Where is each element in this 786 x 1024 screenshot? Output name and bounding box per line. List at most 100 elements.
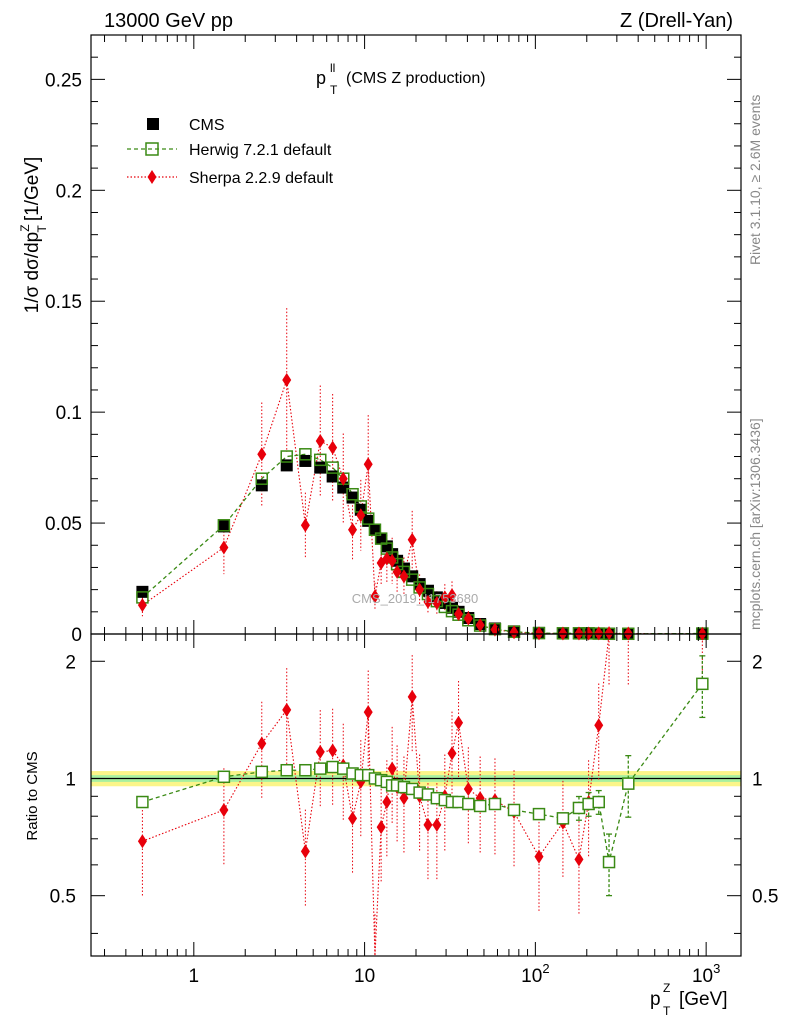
plot-title-symbol: p: [316, 68, 326, 88]
ratio-ytick-label-left: 1: [65, 769, 76, 790]
herwig-ratio-point: [696, 677, 709, 691]
main-ylabel: 1/σ dσ/dpZ T[1/GeV]: [18, 157, 49, 314]
herwig-ratio-point: [462, 797, 475, 811]
sherpa-point: [315, 433, 325, 448]
sherpa-point: [454, 607, 464, 622]
cms-point: [280, 459, 293, 472]
cms-point: [217, 520, 230, 533]
herwig-point: [346, 487, 359, 501]
main-ytick-label: 0.25: [45, 70, 82, 91]
sherpa-ratio-point: [432, 817, 442, 832]
xtick-label: 1: [189, 966, 200, 987]
herwig-ratio-point: [326, 760, 339, 774]
herwig-ratio-point: [507, 803, 521, 817]
rivet-credit: Rivet 3.1.10, ≥ 2.6M events: [747, 95, 763, 265]
xlabel-symbol: p: [650, 989, 661, 1010]
herwig-point: [255, 472, 269, 485]
sherpa-ratio-point: [407, 689, 417, 704]
herwig-ratio-point: [592, 795, 605, 809]
cms-point: [326, 470, 339, 483]
xlabel-unit: [GeV]: [679, 989, 728, 1010]
xtick-label: 10: [354, 966, 375, 987]
legend: CMS Herwig 7.2.1 default Sherpa 2.2.9 de…: [127, 117, 334, 187]
ratio-data: [136, 633, 709, 957]
herwig-ratio-point: [582, 797, 595, 811]
herwig-point: [405, 573, 419, 586]
sherpa-ratio-point: [454, 715, 464, 730]
cms-point: [299, 454, 312, 467]
sherpa-ratio-point: [300, 844, 310, 859]
sherpa-ratio-point: [348, 811, 358, 826]
ratio-ytick-label-left: 0.5: [50, 887, 76, 908]
sherpa-ratio-point: [137, 834, 147, 849]
sherpa-point: [463, 611, 473, 626]
main-data: [136, 308, 709, 641]
header-right: Z (Drell-Yan): [620, 10, 733, 32]
herwig-ratio-point: [255, 765, 269, 779]
herwig-line: [141, 453, 703, 635]
herwig-point: [280, 450, 293, 463]
sherpa-point: [219, 540, 229, 555]
sherpa-point: [432, 595, 442, 610]
sherpa-point: [407, 532, 417, 547]
sherpa-ratio-point: [219, 802, 229, 817]
sherpa-ratio-point: [376, 820, 386, 835]
herwig-point: [217, 519, 231, 532]
sherpa-ratio-point: [363, 705, 373, 720]
sherpa-point: [399, 569, 409, 584]
sherpa-ratio-point: [574, 852, 584, 867]
sherpa-ratio-point: [387, 761, 397, 776]
sherpa-point: [387, 553, 397, 568]
herwig-ratio-point: [299, 763, 312, 777]
sherpa-point: [348, 522, 358, 537]
herwig-ratio-point: [602, 855, 616, 869]
legend-sherpa-label: Sherpa 2.2.9 default: [189, 170, 334, 187]
sherpa-point: [282, 372, 292, 387]
ratio-ytick-label-right: 2: [752, 652, 763, 673]
herwig-point: [326, 461, 339, 474]
sherpa-point: [447, 588, 457, 603]
xtick-label: 102: [521, 961, 549, 987]
herwig-point: [314, 453, 327, 467]
plot-title-sub: T: [330, 83, 338, 97]
herwig-ratio-point: [136, 795, 149, 809]
herwig-point: [299, 448, 312, 461]
main-ytick-label: 0.1: [56, 403, 82, 424]
main-ytick-label: 0: [71, 625, 82, 646]
cms-point: [314, 461, 327, 474]
ratio-ytick-label-left: 2: [65, 652, 76, 673]
main-ytick-label: 0.15: [45, 292, 82, 313]
sherpa-point: [509, 625, 519, 640]
cms-point: [255, 479, 268, 492]
sherpa-point: [300, 518, 310, 533]
herwig-ratio-point: [532, 807, 546, 821]
sherpa-point: [423, 594, 433, 609]
legend-herwig-marker: [145, 142, 159, 156]
cms-point: [346, 491, 359, 504]
plot-title-text: (CMS Z production): [346, 70, 486, 87]
legend-cms-label: CMS: [189, 117, 225, 134]
herwig-ratio-point: [622, 777, 635, 790]
sherpa-point: [363, 457, 373, 472]
sherpa-point: [415, 582, 425, 597]
xlabel: p Z T [GeV]: [650, 981, 728, 1018]
sherpa-point: [594, 626, 604, 641]
sherpa-point: [356, 508, 366, 523]
sherpa-ratio-point: [382, 795, 392, 810]
sherpa-ratio-point: [257, 736, 267, 751]
ratio-ylabel: Ratio to CMS: [24, 751, 41, 840]
sherpa-point: [370, 589, 380, 604]
mcplots-credit: mcplots.cern.ch [arXiv:1306.3436]: [747, 418, 763, 630]
main-ytick-label: 0.2: [56, 181, 82, 202]
xlabel-sub: T: [663, 1004, 671, 1018]
header-left: 13000 GeV pp: [104, 10, 233, 32]
ratio-ytick-label-right: 1: [752, 769, 763, 790]
sherpa-point: [328, 440, 338, 455]
watermark: CMS_2019_I1753680: [352, 591, 479, 606]
sherpa-point: [137, 598, 147, 613]
sherpa-ratio-point: [328, 743, 338, 758]
herwig-ratio-point: [217, 770, 231, 784]
main-ytick-label: 0.05: [45, 514, 82, 535]
sherpa-ratio-point: [594, 718, 604, 733]
